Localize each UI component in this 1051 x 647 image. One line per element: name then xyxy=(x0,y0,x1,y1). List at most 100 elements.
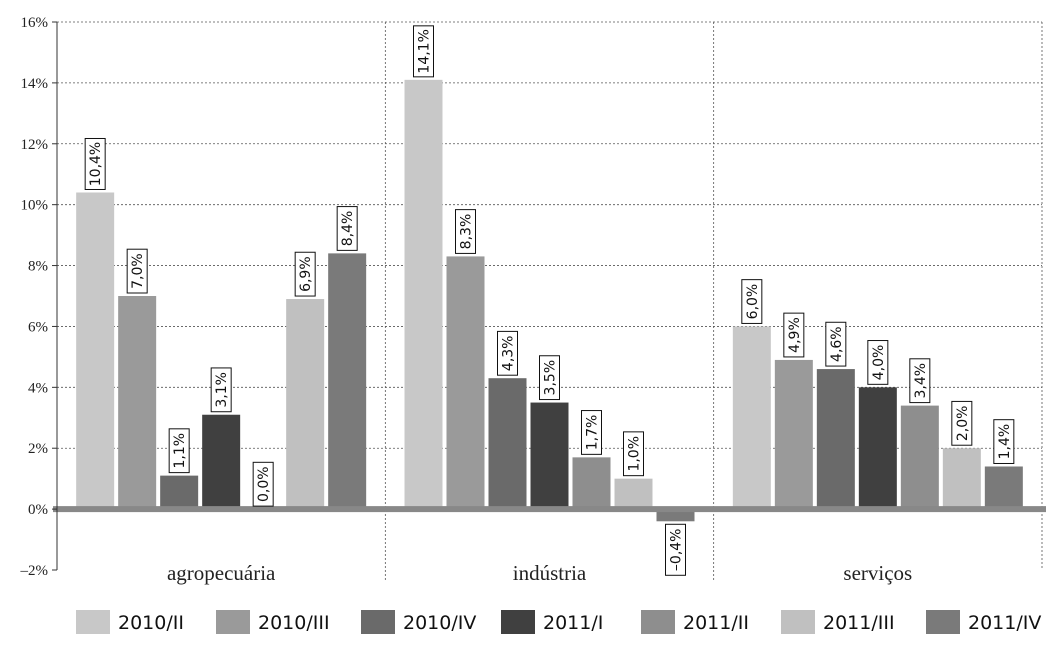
category-label: agropecuária xyxy=(167,561,276,585)
data-label-box xyxy=(951,400,973,446)
data-label-box xyxy=(867,340,889,385)
bar xyxy=(572,457,611,510)
y-tick-label: 10% xyxy=(21,198,49,214)
bar xyxy=(76,192,115,510)
y-tick-label: 0% xyxy=(28,502,48,518)
zero-line xyxy=(53,506,1046,513)
data-label-text: 4,0% xyxy=(871,345,887,381)
y-tick-label: 6% xyxy=(28,319,48,335)
data-label-text: 7,0% xyxy=(130,253,146,289)
data-label-box xyxy=(126,248,148,294)
legend-swatch xyxy=(926,610,960,634)
bar xyxy=(656,509,695,522)
bar xyxy=(614,478,653,510)
data-label-box xyxy=(539,355,560,401)
legend-swatch xyxy=(781,610,815,634)
data-label: 2,0% xyxy=(951,400,973,446)
data-label: 3,5% xyxy=(539,355,560,401)
zero-axis-line xyxy=(53,506,1046,513)
data-label-box xyxy=(741,279,763,324)
data-label: 7,0% xyxy=(126,248,148,294)
data-label: 6,0% xyxy=(741,279,763,324)
bar xyxy=(404,79,443,510)
y-tick-label: 12% xyxy=(21,137,49,153)
data-label-text: 0,0% xyxy=(256,466,272,502)
y-tick-label: 14% xyxy=(21,76,49,92)
bar xyxy=(118,296,157,510)
data-label: 4,3% xyxy=(497,330,518,376)
data-label: 1,7% xyxy=(581,410,602,455)
category-label: serviços xyxy=(843,561,912,585)
legend-label: 2011/II xyxy=(683,612,749,634)
data-label: 10,4% xyxy=(84,137,106,190)
data-label: 0,0% xyxy=(252,461,274,507)
legend-label: 2011/I xyxy=(543,612,603,634)
data-label-box xyxy=(993,419,1015,464)
bars xyxy=(76,79,1023,522)
data-label: 4,9% xyxy=(783,312,805,358)
data-label-text: 3,1% xyxy=(214,372,230,408)
data-label-text: 1,1% xyxy=(172,433,188,469)
bar xyxy=(732,326,771,510)
bar xyxy=(984,466,1023,510)
data-label-box xyxy=(497,330,518,376)
legend-label: 2011/IV xyxy=(968,612,1041,634)
legend-item: 2010/IV xyxy=(361,610,476,634)
legend-label: 2010/IV xyxy=(403,612,476,634)
data-label-text: 4,6% xyxy=(829,326,845,362)
legend-item: 2011/III xyxy=(781,610,895,634)
data-label-box xyxy=(825,321,847,367)
legend-label: 2011/III xyxy=(823,612,895,634)
data-label-text: 8,4% xyxy=(340,211,356,247)
data-label-text: 8,3% xyxy=(459,214,475,250)
data-label-text: 6,9% xyxy=(298,256,314,292)
data-label: 4,0% xyxy=(867,340,889,385)
legend-item: 2011/IV xyxy=(926,610,1041,634)
bar xyxy=(488,378,527,510)
legend-swatch xyxy=(361,610,395,634)
data-labels: 10,4% 7,0% 1,1% 3,1% 0,0% 6,9% 8,4% 14,1% 8,3% 4,… xyxy=(84,25,1015,576)
data-label-box xyxy=(623,431,644,477)
data-label-text: 2,0% xyxy=(955,406,971,442)
bar xyxy=(774,359,813,510)
y-axis: 16% 14% 12% 10% 8% 6% 4% 2% 0% –2% xyxy=(20,15,58,579)
data-label-box xyxy=(581,410,602,455)
data-label-text: 4,3% xyxy=(501,336,517,372)
data-label-box xyxy=(455,209,476,254)
data-label: 3,1% xyxy=(210,367,232,413)
data-label: 8,4% xyxy=(336,206,358,251)
category-label: indústria xyxy=(513,561,587,585)
bar xyxy=(202,414,241,510)
data-label: –0,4% xyxy=(665,523,686,576)
category-separators xyxy=(384,22,1043,582)
bar xyxy=(160,475,199,510)
data-label: 1,4% xyxy=(993,419,1015,464)
category-labels: agropecuária indústria serviços xyxy=(167,561,912,585)
data-label-text: 3,4% xyxy=(913,363,929,399)
data-label-box xyxy=(783,312,805,358)
data-label: 14,1% xyxy=(413,25,434,78)
legend-item: 2011/II xyxy=(641,610,749,634)
legend-label: 2010/II xyxy=(118,612,184,634)
legend-item: 2010/III xyxy=(216,610,330,634)
data-label-box xyxy=(665,523,686,576)
bar xyxy=(942,448,981,510)
data-label-box xyxy=(294,251,316,297)
data-label-text: 14,1% xyxy=(417,29,433,73)
bar xyxy=(530,402,569,510)
data-label-text: 1,7% xyxy=(585,415,601,451)
data-label-box xyxy=(413,25,434,78)
y-tick-label: 16% xyxy=(21,15,49,31)
data-label: 6,9% xyxy=(294,251,316,297)
y-tick-label: 8% xyxy=(28,259,48,275)
bar xyxy=(816,369,855,510)
bar xyxy=(446,256,485,510)
data-label-box xyxy=(336,206,358,251)
data-label-text: 1,0% xyxy=(627,436,643,472)
data-label-box xyxy=(168,428,190,474)
data-label-box xyxy=(252,461,274,507)
data-label-text: –0,4% xyxy=(669,528,685,571)
y-tick-label: –2% xyxy=(20,563,49,579)
bar xyxy=(858,387,897,510)
